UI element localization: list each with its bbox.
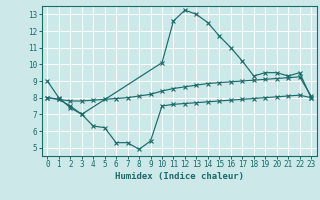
X-axis label: Humidex (Indice chaleur): Humidex (Indice chaleur)	[115, 172, 244, 181]
